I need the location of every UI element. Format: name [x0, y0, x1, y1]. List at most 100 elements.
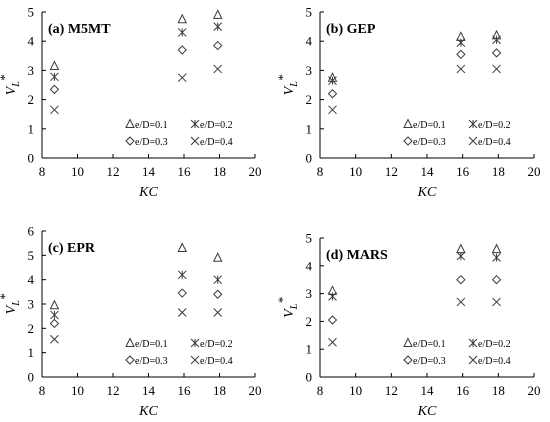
data-point — [213, 40, 223, 51]
y-tick-label: 0 — [306, 151, 313, 166]
data-point — [177, 270, 187, 280]
data-point — [213, 308, 223, 317]
y-tick-label: 4 — [306, 258, 313, 273]
y-tick-label: 3 — [306, 63, 313, 78]
x-tick-label: 16 — [178, 164, 192, 179]
data-point — [50, 105, 59, 115]
data-point — [456, 64, 466, 74]
x-tick-label: 10 — [349, 383, 362, 398]
y-tick-label: 3 — [28, 297, 35, 312]
data-point — [492, 64, 501, 74]
legend-label: e/D=0.2 — [200, 120, 233, 131]
y-axis-title: VL* — [0, 293, 22, 314]
x-axis-title: KC — [138, 185, 158, 200]
x-tick-label: 10 — [71, 383, 84, 398]
legend-label: e/D=0.3 — [135, 137, 168, 148]
x-tick-label: 20 — [528, 383, 541, 398]
x-tick-label: 18 — [213, 164, 226, 179]
x-axis-title: KC — [417, 404, 437, 419]
data-point — [212, 9, 223, 19]
data-point — [328, 76, 337, 85]
x-tick-label: 14 — [142, 164, 156, 179]
legend-marker — [190, 119, 200, 129]
legend-marker — [468, 136, 478, 146]
y-tick-label: 4 — [306, 34, 313, 49]
legend-marker — [468, 355, 478, 365]
legend-label: e/D=0.3 — [413, 356, 446, 367]
y-tick-label: 2 — [306, 92, 313, 107]
y-tick-label: 1 — [306, 121, 313, 136]
panel-title: (a) M5MT — [48, 22, 111, 37]
y-axis-title: VL* — [0, 74, 22, 95]
data-point — [177, 45, 187, 55]
data-point — [213, 289, 223, 299]
data-point — [327, 315, 338, 325]
x-tick-label: 18 — [492, 164, 505, 179]
x-tick-label: 8 — [39, 383, 46, 398]
y-tick-label: 2 — [28, 92, 35, 107]
legend-label: e/D=0.4 — [200, 137, 233, 148]
legend-label: e/D=0.1 — [135, 339, 168, 350]
x-axis-title: KC — [417, 185, 437, 200]
y-tick-label: 0 — [28, 370, 35, 385]
legend-label: e/D=0.1 — [135, 120, 168, 131]
x-tick-label: 18 — [213, 383, 226, 398]
data-point — [177, 242, 188, 253]
y-tick-label: 5 — [306, 5, 313, 20]
data-point — [177, 28, 187, 37]
x-tick-label: 18 — [492, 383, 505, 398]
data-point — [456, 297, 466, 307]
data-point — [327, 89, 338, 99]
legend-label: e/D=0.4 — [200, 356, 233, 367]
y-tick-label: 2 — [28, 321, 35, 336]
data-point — [50, 310, 59, 320]
data-point — [456, 38, 466, 48]
legend-label: e/D=0.2 — [478, 120, 511, 131]
legend-label: e/D=0.1 — [413, 339, 446, 350]
legend-marker — [468, 119, 478, 129]
y-tick-label: 2 — [306, 314, 313, 329]
legend-label: e/D=0.4 — [478, 137, 511, 148]
legend-marker — [125, 136, 135, 146]
x-tick-label: 10 — [71, 164, 84, 179]
panel-title: (b) GEP — [326, 22, 376, 37]
data-point — [49, 299, 60, 310]
x-tick-label: 12 — [107, 164, 120, 179]
data-point — [212, 252, 223, 262]
y-tick-label: 1 — [28, 345, 35, 360]
data-point — [492, 297, 501, 307]
x-tick-label: 12 — [107, 383, 120, 398]
legend-label: e/D=0.2 — [200, 339, 233, 350]
legend-marker — [125, 118, 135, 128]
x-tick-label: 12 — [385, 383, 398, 398]
legend-label: e/D=0.1 — [413, 120, 446, 131]
y-tick-label: 1 — [306, 342, 313, 357]
data-point — [49, 60, 60, 71]
data-point — [49, 84, 60, 95]
x-tick-label: 8 — [317, 383, 324, 398]
data-point — [49, 318, 60, 329]
y-tick-label: 1 — [28, 121, 35, 136]
y-tick-label: 0 — [306, 370, 313, 385]
x-tick-label: 10 — [349, 164, 362, 179]
y-tick-label: 5 — [306, 231, 313, 246]
x-tick-label: 14 — [142, 383, 156, 398]
legend-marker — [190, 338, 200, 348]
y-tick-label: 5 — [28, 5, 35, 20]
data-point — [213, 64, 223, 74]
x-tick-label: 14 — [421, 383, 435, 398]
data-point — [491, 243, 502, 254]
y-tick-label: 4 — [28, 272, 35, 287]
x-tick-label: 14 — [421, 164, 435, 179]
data-point — [328, 105, 337, 115]
legend-label: e/D=0.3 — [135, 356, 168, 367]
data-point — [328, 292, 337, 301]
x-axis-title: KC — [138, 404, 158, 419]
data-point — [456, 49, 466, 60]
data-point — [456, 274, 466, 285]
